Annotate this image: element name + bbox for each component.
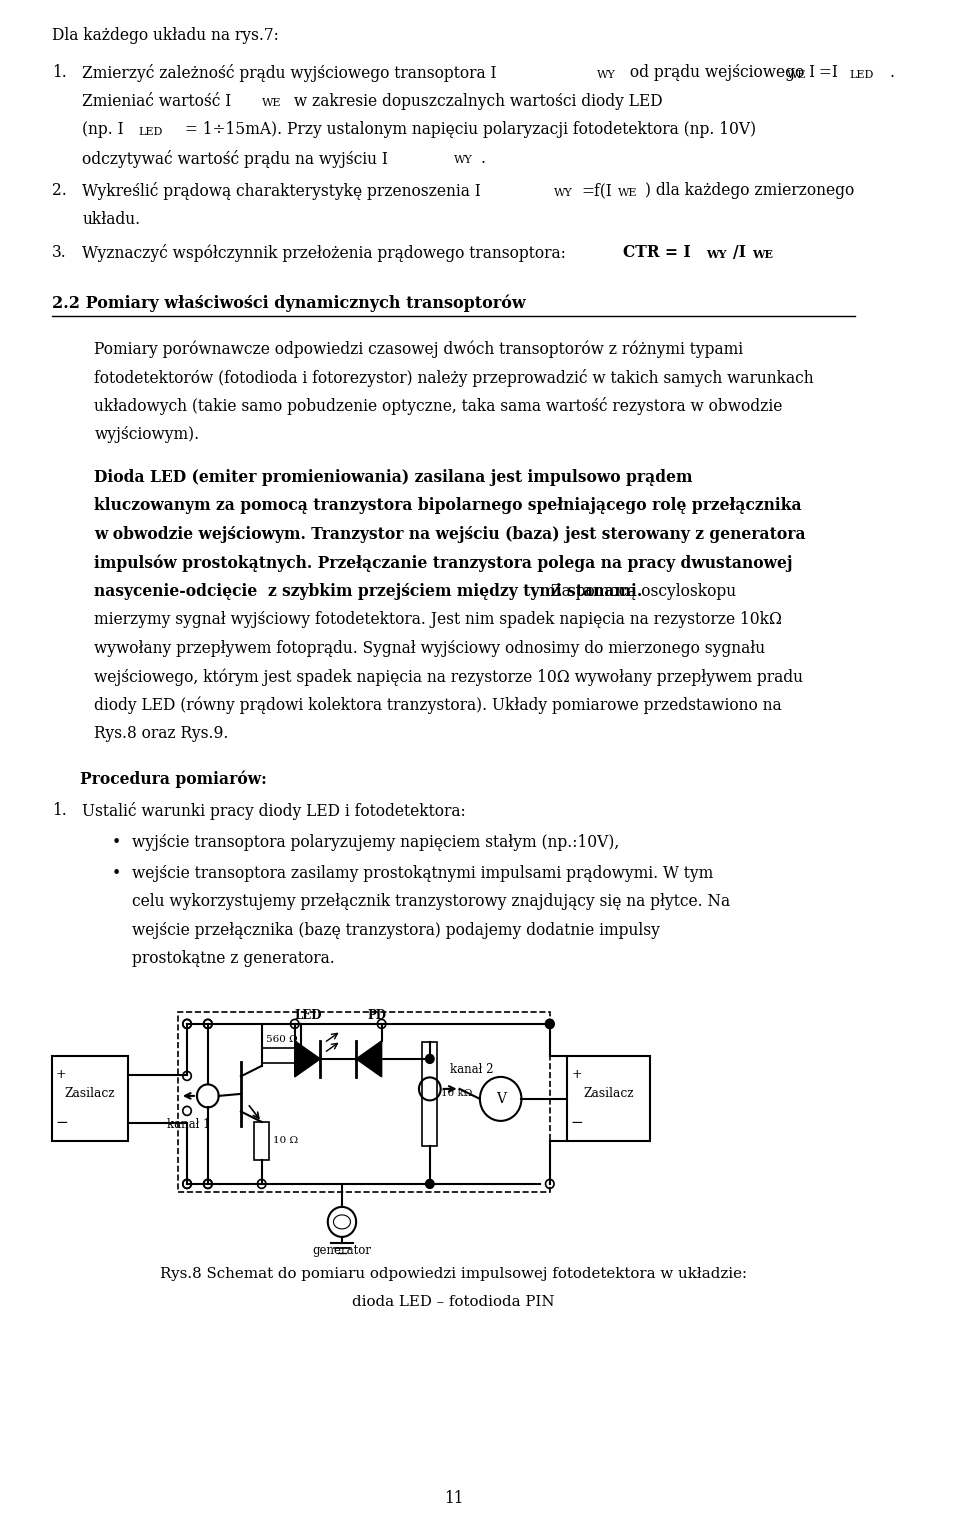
Text: V: V <box>495 1091 506 1107</box>
Text: WY: WY <box>597 69 615 80</box>
Text: 560 Ω: 560 Ω <box>266 1036 298 1045</box>
Text: Zmierzyć zależność prądu wyjściowego transoptora I: Zmierzyć zależność prądu wyjściowego tra… <box>83 65 496 81</box>
Bar <box>566 1056 650 1142</box>
Text: Dla każdego układu na rys.7:: Dla każdego układu na rys.7: <box>52 28 278 45</box>
Circle shape <box>425 1179 434 1188</box>
Text: WY: WY <box>554 188 572 198</box>
Text: Wyznaczyć współczynnik przełożenia prądowego transoptora:: Wyznaczyć współczynnik przełożenia prądo… <box>83 243 576 261</box>
Text: generator: generator <box>312 1243 372 1257</box>
Text: wyjście transoptora polaryzujemy napięciem stałym (np.:10V),: wyjście transoptora polaryzujemy napięci… <box>132 833 619 850</box>
Text: fotodetektorów (fotodioda i fotorezystor) należy przeprowadzić w takich samych : fotodetektorów (fotodioda i fotorezysto… <box>94 369 814 387</box>
Bar <box>254 1122 269 1160</box>
Bar <box>262 1048 301 1064</box>
Text: 3.: 3. <box>52 243 66 261</box>
Text: WE: WE <box>752 249 773 260</box>
Text: = 1÷15mA). Przy ustalonym napięciu polaryzacji fotodetektora (np. 10V): = 1÷15mA). Przy ustalonym napięciu polar… <box>180 121 756 138</box>
Text: .: . <box>890 65 895 81</box>
Text: nasycenie-odcięcie  z szybkim przejściem między tymi stanami.: nasycenie-odcięcie z szybkim przejściem … <box>94 583 642 599</box>
Text: kluczowanym za pomocą tranzystora bipolarnego spełniającego rolę przełącznika: kluczowanym za pomocą tranzystora bipola… <box>94 498 803 515</box>
Text: Ustalić warunki pracy diody LED i fotodetektora:: Ustalić warunki pracy diody LED i fotode… <box>83 802 466 821</box>
Text: WE: WE <box>787 69 806 80</box>
Text: w zakresie dopuszczalnych wartości diody LED: w zakresie dopuszczalnych wartości diody… <box>289 92 662 109</box>
Text: +: + <box>56 1068 66 1082</box>
Text: +: + <box>572 1068 583 1082</box>
Text: WE: WE <box>618 188 637 198</box>
Text: /I: /I <box>733 243 746 261</box>
Text: WY: WY <box>453 155 472 164</box>
Bar <box>422 1042 438 1147</box>
Circle shape <box>425 1054 434 1064</box>
Text: =I: =I <box>814 65 838 81</box>
Polygon shape <box>356 1041 382 1077</box>
Text: (np. I: (np. I <box>83 121 124 138</box>
Text: WY: WY <box>706 249 726 260</box>
Text: w obwodzie wejściowym. Tranzystor na wejściu (baza) jest sterowany z generatora: w obwodzie wejściowym. Tranzystor na wej… <box>94 526 806 543</box>
Text: 10 kΩ: 10 kΩ <box>442 1090 472 1099</box>
Text: 2.2 Pomiary właściwości dynamicznych transoptorów: 2.2 Pomiary właściwości dynamicznych tra… <box>52 295 525 312</box>
Text: Wykreślić prądową charakterystykę przenoszenia I: Wykreślić prądową charakterystykę przeno… <box>83 183 481 200</box>
Bar <box>52 1056 128 1142</box>
Text: .: . <box>481 149 486 166</box>
Text: PD: PD <box>367 1008 386 1022</box>
Text: układu.: układu. <box>83 211 140 227</box>
Text: LED: LED <box>850 69 874 80</box>
Text: 1.: 1. <box>52 65 66 81</box>
Text: prostokątne z generatora.: prostokątne z generatora. <box>132 950 335 967</box>
Text: CTR = I: CTR = I <box>622 243 690 261</box>
Text: Dioda LED (emiter promieniowania) zasilana jest impulsowo prądem: Dioda LED (emiter promieniowania) zasila… <box>94 469 693 486</box>
Text: impulsów prostokątnych. Przełączanie tranzystora polega na pracy dwustanowej: impulsów prostokątnych. Przełączanie tra… <box>94 555 793 572</box>
Text: Zasilacz: Zasilacz <box>583 1087 634 1100</box>
Text: odczytywać wartość prądu na wyjściu I: odczytywać wartość prądu na wyjściu I <box>83 149 388 168</box>
Text: diody LED (równy prądowi kolektora tranzystora). Układy pomiarowe przedstawiono : diody LED (równy prądowi kolektora tranz… <box>94 696 782 715</box>
Text: •: • <box>111 833 121 850</box>
Text: −: − <box>571 1116 584 1130</box>
Text: dioda LED – fotodioda PIN: dioda LED – fotodioda PIN <box>352 1296 555 1310</box>
Text: WE: WE <box>262 98 281 108</box>
Text: =f(I: =f(I <box>581 183 612 200</box>
Text: Procedura pomiarów:: Procedura pomiarów: <box>81 772 267 788</box>
Text: 11: 11 <box>444 1489 463 1506</box>
Polygon shape <box>295 1041 321 1077</box>
Text: −: − <box>55 1116 68 1130</box>
Text: wejście przełącznika (bazę tranzystora) podajemy dodatnie impulsy: wejście przełącznika (bazę tranzystora) … <box>132 922 660 939</box>
Text: 2.: 2. <box>52 183 66 200</box>
Text: wejściowego, którym jest spadek napięcia na rezystorze 10Ω wywołany przepływem p: wejściowego, którym jest spadek napięcia… <box>94 669 804 686</box>
Text: od prądu wejściowego I: od prądu wejściowego I <box>625 65 815 81</box>
Text: •: • <box>111 865 121 882</box>
Text: celu wykorzystujemy przełącznik tranzystorowy znajdujący się na płytce. Na: celu wykorzystujemy przełącznik tranzyst… <box>132 893 731 910</box>
Text: wejście transoptora zasilamy prostokątnymi impulsami prądowymi. W tym: wejście transoptora zasilamy prostokątny… <box>132 865 713 882</box>
Text: mierzymy sygnał wyjściowy fotodetektora. Jest nim spadek napięcia na rezystorze : mierzymy sygnał wyjściowy fotodetektora.… <box>94 612 782 629</box>
Text: LED: LED <box>139 126 163 137</box>
Bar <box>178 1011 550 1191</box>
Text: Pomiary porównawcze odpowiedzi czasowej dwóch transoptorów z różnymi typami: Pomiary porównawcze odpowiedzi czasowej … <box>94 341 744 358</box>
Text: LED: LED <box>295 1008 323 1022</box>
Text: wywołany przepływem fotoprądu. Sygnał wyjściowy odnosimy do mierzonego sygnału: wywołany przepływem fotoprądu. Sygnał wy… <box>94 639 765 656</box>
Text: Zmieniać wartość I: Zmieniać wartość I <box>83 92 231 109</box>
Text: Rys.8 Schemat do pomiaru odpowiedzi impulsowej fotodetektora w układzie:: Rys.8 Schemat do pomiaru odpowiedzi impu… <box>160 1266 747 1280</box>
Text: 1.: 1. <box>52 802 66 819</box>
Text: kanał 1: kanał 1 <box>167 1117 210 1131</box>
Text: układowych (takie samo pobudzenie optyczne, taka sama wartość rezystora w obwodz: układowych (takie samo pobudzenie optycz… <box>94 398 782 415</box>
Text: ) dla każdego zmierzonego: ) dla każdego zmierzonego <box>645 183 854 200</box>
Circle shape <box>545 1019 554 1028</box>
Text: Za pomocą oscyloskopu: Za pomocą oscyloskopu <box>546 583 736 599</box>
Text: kanał 2: kanał 2 <box>450 1064 493 1076</box>
Text: Zasilacz: Zasilacz <box>64 1087 115 1100</box>
Text: wyjściowym).: wyjściowym). <box>94 426 200 443</box>
Text: Rys.8 oraz Rys.9.: Rys.8 oraz Rys.9. <box>94 725 228 742</box>
Text: 10 Ω: 10 Ω <box>273 1136 299 1145</box>
